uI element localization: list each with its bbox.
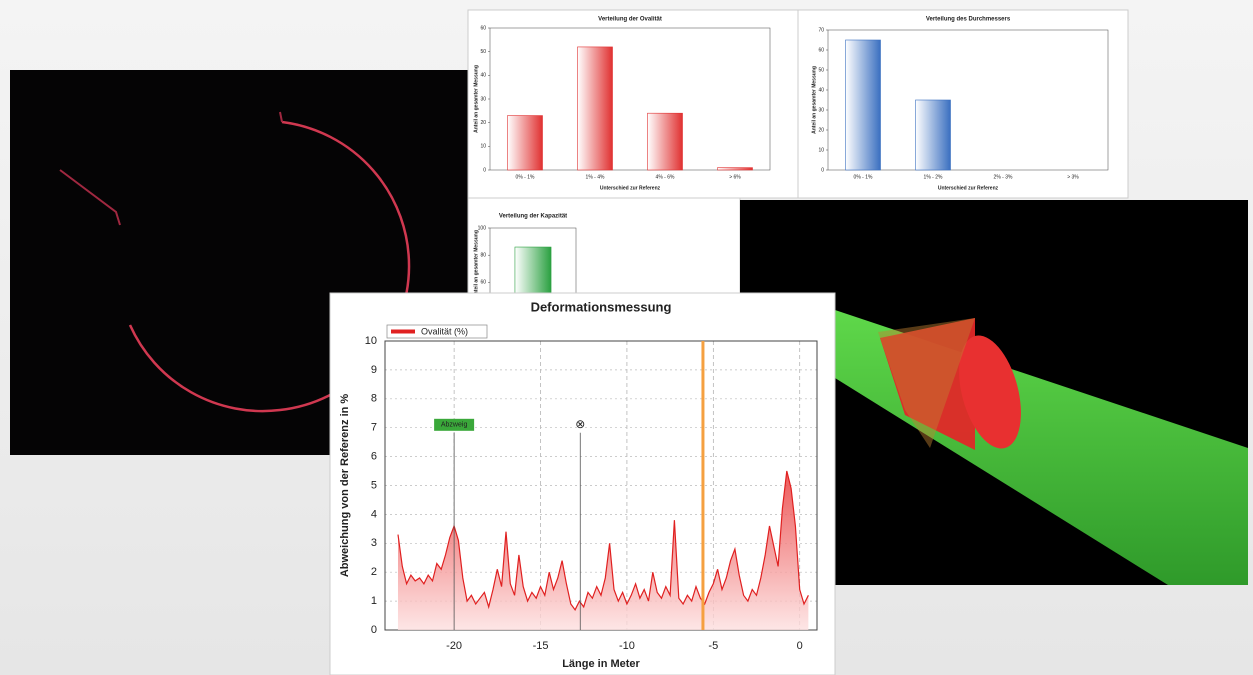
chart-title: Verteilung des Durchmessers [926,17,1011,23]
y-tick-label: 30 [480,96,486,102]
x-tick-label: 0% - 1% [854,174,873,180]
data-line [397,470,809,611]
x-tick-label: 2% - 3% [994,174,1013,180]
y-tick-label: 7 [371,422,377,434]
y-tick-label: 0 [821,167,824,173]
x-tick-label: -10 [619,640,635,652]
deformation-chart-panel: -20 -15 -10 -5 0 0 1 2 3 4 5 6 7 8 9 10 Deformationsmess… [329,292,836,675]
y-tick-label: 10 [365,335,377,347]
x-tick-label: 1% - 4% [586,174,605,180]
plot-frame [827,29,1109,171]
y-tick-label: 10 [480,144,486,150]
diameter-chart-panel: 0 10 20 30 40 50 60 70 Verteilung des Durchmesse… [797,9,1129,199]
bar [507,115,543,171]
legend-box [386,324,488,339]
y-tick-label: 100 [478,225,487,231]
plot-frame [489,27,771,171]
y-tick-label: 60 [480,25,486,31]
y-tick-label: 40 [818,87,824,93]
x-tick-label: 4% - 6% [656,174,675,180]
y-tick-label: 2 [371,566,377,578]
ovality-chart-panel: 0 10 20 30 40 50 60 Verteilung der Ovalität Ante… [467,9,799,199]
y-tick-label: 1 [371,595,377,607]
x-tick-label: 0 [797,640,803,652]
bar [577,46,613,171]
annotation-label: Abzweig [441,422,468,429]
x-axis-label: Unterschied zur Referenz [938,185,999,191]
y-tick-label: 9 [371,364,377,376]
bar [845,39,881,171]
y-tick-label: 3 [371,537,377,549]
x-axis-label: Unterschied zur Referenz [600,185,661,191]
y-tick-label: 70 [818,27,824,33]
chart-title: Deformationsmessung [531,299,672,314]
y-tick-label: 40 [480,73,486,79]
line-area [397,471,809,630]
x-axis-label: Länge in Meter [562,658,640,670]
bar [915,99,951,171]
legend-label: Ovalität (%) [421,326,468,336]
x-tick-label: -15 [533,640,549,652]
x-tick-label: -20 [446,640,462,652]
y-tick-label: 6 [371,451,377,463]
x-tick-label: > 3% [1067,174,1079,180]
y-tick-label: 60 [818,47,824,53]
y-tick-label: 5 [371,479,377,491]
x-tick-label: 1% - 2% [924,174,943,180]
chart-title: Verteilung der Kapazität [499,214,567,220]
y-tick-label: 60 [480,280,486,286]
y-tick-label: 50 [480,49,486,55]
bar [647,112,683,171]
y-tick-label: 0 [483,167,486,173]
y-axis-label: Anteil an gesamter Messung [473,230,479,298]
y-tick-label: 0 [371,624,377,636]
x-tick-label: 0% - 1% [516,174,535,180]
y-tick-label: 20 [480,120,486,126]
chart-title: Verteilung der Ovalität [598,17,662,23]
y-axis-label: Abweichung von der Referenz in % [339,394,351,578]
y-tick-label: 20 [818,127,824,133]
annotation-tag [434,418,475,431]
bar [717,167,753,171]
y-tick-label: 8 [371,393,377,405]
x-tick-label: -5 [708,640,718,652]
y-tick-label: 80 [480,253,486,259]
y-tick-label: 50 [818,67,824,73]
annotation-label: ⊗ [575,417,585,431]
y-tick-label: 4 [371,508,377,520]
y-tick-label: 30 [818,107,824,113]
y-axis-label: Anteil an gesamter Messung [473,65,479,133]
y-axis-label: Anteil an gesamter Messung [811,66,817,134]
x-tick-label: > 6% [729,174,741,180]
y-tick-label: 10 [818,147,824,153]
